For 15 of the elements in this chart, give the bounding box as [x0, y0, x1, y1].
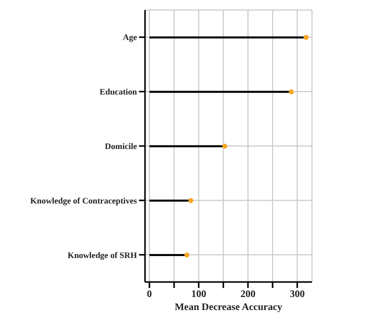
point — [188, 198, 194, 204]
x-tick-label: 0 — [146, 289, 152, 300]
point — [288, 89, 294, 94]
point — [222, 144, 228, 149]
x-axis-title: Mean Decrease Accuracy — [174, 302, 282, 313]
point — [304, 34, 309, 40]
y-tick-label: Domicile — [104, 141, 138, 151]
x-tick-label: 300 — [290, 289, 305, 300]
y-tick-label: Knowledge of Contraceptives — [30, 195, 138, 206]
point — [184, 252, 190, 258]
y-tick-label: Knowledge of SRH — [68, 250, 138, 260]
x-tick-label: 200 — [240, 289, 256, 300]
x-tick-label: 100 — [191, 289, 206, 300]
y-tick-label: Education — [100, 86, 138, 97]
y-tick-label: Age — [122, 32, 138, 42]
